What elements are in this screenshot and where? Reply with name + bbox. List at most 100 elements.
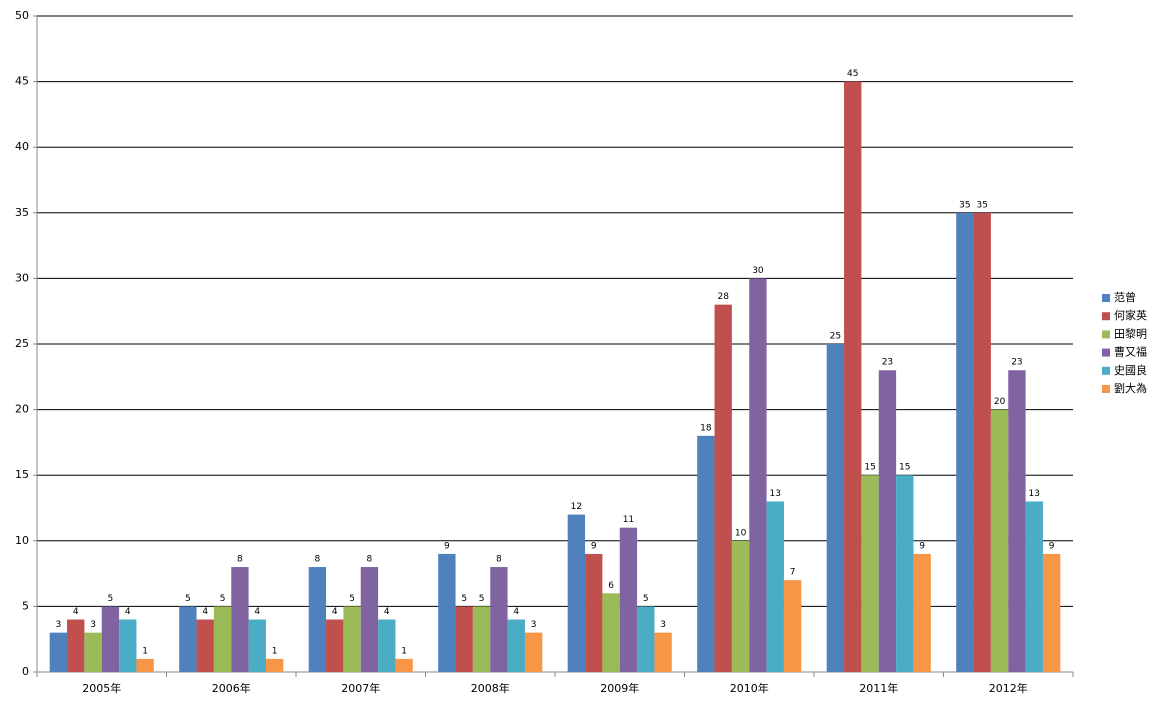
- bar: [878, 370, 897, 672]
- data-label: 9: [444, 541, 450, 551]
- legend-label: 曹又福: [1114, 345, 1147, 359]
- bar: [714, 304, 732, 672]
- bar: [956, 212, 974, 673]
- data-label: 1: [401, 646, 407, 656]
- data-label: 4: [202, 607, 208, 617]
- data-label: 5: [349, 594, 355, 604]
- bar: [455, 606, 473, 672]
- legend-label: 史國良: [1114, 363, 1147, 377]
- legend-label: 何家英: [1114, 308, 1147, 322]
- data-label: 3: [660, 620, 666, 630]
- y-tick-label: 15: [15, 468, 29, 481]
- bar: [308, 567, 327, 672]
- data-label: 5: [461, 594, 467, 604]
- bar: [84, 632, 102, 672]
- bar: [101, 606, 120, 672]
- bar: [1008, 370, 1026, 672]
- bar: [490, 567, 508, 672]
- bar: [231, 567, 249, 672]
- data-label: 5: [185, 594, 191, 604]
- data-label: 20: [994, 397, 1006, 407]
- data-label: 10: [735, 528, 747, 538]
- data-label: 4: [332, 607, 338, 617]
- data-label: 3: [531, 620, 537, 630]
- y-tick-label: 50: [15, 9, 29, 22]
- x-tick-label: 2010年: [730, 681, 769, 695]
- bar: [343, 606, 361, 672]
- data-label: 15: [899, 463, 910, 473]
- bar: [896, 475, 914, 672]
- bar: [472, 606, 491, 672]
- bar: [844, 81, 862, 673]
- data-label: 5: [479, 594, 485, 604]
- data-label: 5: [220, 594, 226, 604]
- bar: [67, 619, 85, 672]
- bar: [378, 619, 396, 672]
- bar: [438, 553, 456, 672]
- data-label: 30: [752, 266, 764, 276]
- y-tick-label: 25: [15, 337, 29, 350]
- data-label: 8: [237, 555, 243, 565]
- data-label: 5: [108, 594, 114, 604]
- data-label: 8: [496, 555, 502, 565]
- x-tick-label: 2011年: [859, 681, 898, 695]
- data-label: 9: [919, 541, 925, 551]
- bar: [602, 593, 620, 672]
- x-tick-label: 2007年: [341, 681, 380, 695]
- data-label: 23: [1011, 358, 1022, 368]
- bar: [1042, 553, 1061, 672]
- bar: [619, 527, 638, 672]
- legend-swatch: [1102, 385, 1110, 393]
- bar: [749, 278, 767, 672]
- y-tick-label: 10: [15, 534, 29, 547]
- x-tick-label: 2005年: [82, 681, 121, 695]
- bar: [567, 514, 586, 672]
- bar: [119, 619, 137, 672]
- bar: [265, 658, 284, 672]
- data-label: 4: [384, 607, 390, 617]
- data-label: 5: [643, 594, 649, 604]
- bar: [507, 619, 525, 672]
- y-tick-label: 0: [22, 665, 29, 678]
- data-label: 6: [608, 581, 614, 591]
- x-tick-label: 2006年: [212, 681, 251, 695]
- data-label: 12: [571, 502, 582, 512]
- legend-swatch: [1102, 294, 1110, 302]
- data-label: 1: [142, 646, 148, 656]
- y-tick-label: 35: [15, 206, 29, 219]
- bar: [49, 632, 68, 672]
- legend-swatch: [1102, 348, 1110, 357]
- bar: [248, 619, 266, 672]
- data-label: 25: [830, 332, 841, 342]
- y-tick-label: 30: [15, 271, 29, 284]
- data-label: 11: [623, 515, 634, 525]
- bar: [395, 658, 413, 672]
- x-tick-label: 2008年: [471, 681, 510, 695]
- legend-swatch: [1102, 366, 1110, 375]
- x-tick-label: 2009年: [600, 681, 639, 695]
- bar: [861, 475, 879, 672]
- y-tick-label: 40: [15, 140, 29, 153]
- bar: [731, 540, 750, 672]
- x-tick-label: 2012年: [989, 681, 1028, 695]
- data-label: 35: [976, 200, 987, 210]
- data-label: 3: [90, 620, 96, 630]
- y-tick-label: 20: [15, 403, 29, 416]
- bar: [326, 619, 344, 672]
- data-label: 8: [367, 555, 373, 565]
- data-label: 4: [254, 607, 260, 617]
- bar: [654, 632, 672, 672]
- data-label: 4: [73, 607, 79, 617]
- bar: [766, 501, 784, 672]
- data-label: 7: [790, 568, 796, 578]
- data-label: 28: [717, 292, 729, 302]
- bar: [213, 606, 232, 672]
- bar: [783, 580, 802, 672]
- data-label: 4: [513, 607, 519, 617]
- data-label: 3: [56, 620, 62, 630]
- bar: [637, 606, 655, 672]
- bar: [1025, 501, 1043, 672]
- bar: [697, 435, 715, 672]
- y-tick-label: 5: [22, 599, 29, 612]
